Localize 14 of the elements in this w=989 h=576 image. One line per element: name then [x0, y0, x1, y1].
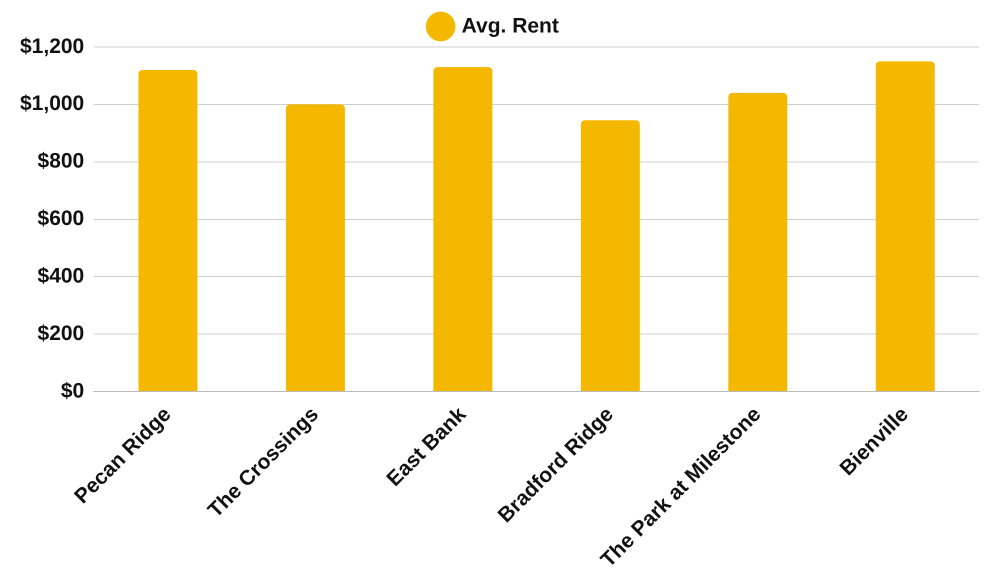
bar — [876, 61, 935, 392]
bar — [433, 67, 492, 392]
y-tick-label: $600 — [38, 207, 84, 230]
y-tick-label: $1,000 — [20, 92, 84, 116]
bar — [138, 70, 198, 392]
legend-label: Avg. Rent — [462, 14, 559, 38]
bar — [580, 120, 640, 392]
y-tick-label: $400 — [38, 264, 84, 288]
y-tick-label: $1,200 — [20, 34, 84, 58]
y-tick-label: $800 — [38, 150, 84, 173]
bar — [728, 92, 788, 392]
y-tick-label: $200 — [38, 322, 84, 345]
y-tick-label: $0 — [60, 379, 84, 402]
bar — [286, 104, 345, 392]
